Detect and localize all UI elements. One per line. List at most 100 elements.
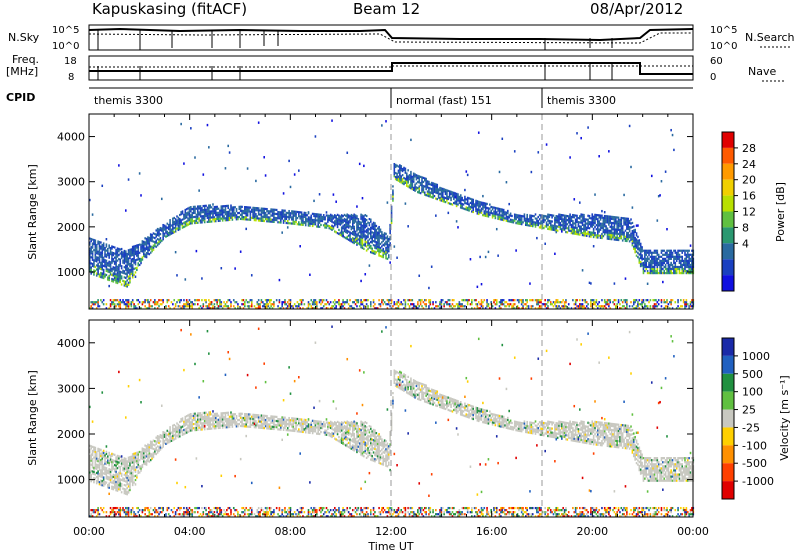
power-cell	[262, 218, 264, 220]
power-cell	[205, 211, 207, 213]
power-cell	[663, 254, 665, 256]
power-cell	[568, 225, 570, 227]
power-cell	[539, 218, 541, 220]
velocity-cell	[129, 473, 131, 475]
power-cell	[659, 194, 661, 196]
power-cell	[454, 202, 456, 204]
power-cell	[654, 250, 656, 252]
power-cell	[284, 299, 286, 301]
power-cell	[291, 210, 293, 212]
velocity-cell	[125, 416, 127, 418]
power-cell	[119, 271, 121, 273]
power-cell	[387, 243, 389, 245]
velocity-cell	[90, 447, 92, 449]
power-cell	[597, 218, 599, 220]
power-cell	[525, 303, 527, 305]
power-cell	[569, 224, 571, 226]
power-cell	[250, 219, 252, 221]
power-cell	[447, 212, 449, 214]
power-cell	[244, 216, 246, 218]
velocity-cell	[100, 471, 102, 473]
velocity-cell	[114, 476, 116, 478]
power-cell	[385, 233, 387, 235]
power-cell	[374, 303, 376, 305]
power-cell	[519, 223, 521, 225]
power-cell	[233, 206, 235, 208]
power-cell	[100, 254, 102, 256]
power-cell	[398, 299, 400, 301]
power-cell	[454, 200, 456, 202]
velocity-cell	[95, 459, 97, 461]
power-cell	[558, 220, 560, 222]
power-cell	[394, 163, 396, 165]
velocity-cell	[106, 457, 108, 459]
power-cell	[636, 242, 638, 244]
power-cell	[160, 237, 162, 239]
power-cell	[508, 216, 510, 218]
power-cell	[640, 265, 642, 267]
power-cell	[618, 237, 620, 239]
power-cell	[607, 221, 609, 223]
power-cell	[344, 230, 346, 232]
power-cell	[196, 214, 198, 216]
power-cell	[630, 301, 632, 303]
power-cell	[280, 211, 282, 213]
power-cell	[499, 218, 501, 220]
power-cell	[427, 184, 429, 186]
power-cell	[204, 211, 206, 213]
power-cell	[342, 305, 344, 307]
power-cell	[550, 303, 552, 305]
colorbar-tick-label: 20	[742, 174, 756, 187]
power-cell	[619, 219, 621, 221]
power-cell	[629, 226, 631, 228]
power-cell	[430, 301, 432, 303]
power-cell	[243, 218, 245, 220]
power-cell	[95, 248, 97, 250]
power-cell	[327, 215, 329, 217]
power-cell	[349, 299, 351, 301]
power-cell	[101, 272, 103, 274]
velocity-cell	[114, 507, 116, 509]
power-cell	[687, 250, 689, 252]
velocity-cell	[128, 469, 130, 471]
power-cell	[333, 225, 335, 227]
power-cell	[618, 225, 620, 227]
power-cell	[259, 305, 261, 307]
power-cell	[362, 233, 364, 235]
power-cell	[471, 198, 473, 200]
power-cell	[611, 234, 613, 236]
power-cell	[680, 266, 682, 268]
power-cell	[160, 299, 162, 301]
power-cell	[518, 299, 520, 301]
power-cell	[294, 215, 296, 217]
power-cell	[108, 265, 110, 267]
power-cell	[645, 268, 647, 270]
power-cell	[118, 305, 120, 307]
power-cell	[666, 272, 668, 274]
power-cell	[301, 303, 303, 305]
power-cell	[146, 299, 148, 301]
power-cell	[247, 214, 249, 216]
power-cell	[290, 214, 292, 216]
power-cell	[326, 303, 328, 305]
power-cell	[291, 222, 293, 224]
power-cell	[297, 305, 299, 307]
power-cell	[579, 303, 581, 305]
power-cell	[250, 206, 252, 208]
power-cell	[614, 299, 616, 301]
power-cell	[241, 210, 243, 212]
power-cell	[488, 305, 490, 307]
power-cell	[277, 213, 279, 215]
velocity-cell	[119, 484, 121, 486]
power-cell	[360, 246, 362, 248]
power-cell	[634, 249, 636, 251]
power-cell	[363, 223, 365, 225]
colorbar-tick-label: 24	[742, 158, 756, 171]
power-cell	[544, 243, 546, 245]
power-cell	[151, 305, 153, 307]
power-cell	[316, 219, 318, 221]
power-cell	[510, 303, 512, 305]
power-cell	[110, 271, 112, 273]
power-cell	[593, 216, 595, 218]
power-cell	[110, 261, 112, 263]
